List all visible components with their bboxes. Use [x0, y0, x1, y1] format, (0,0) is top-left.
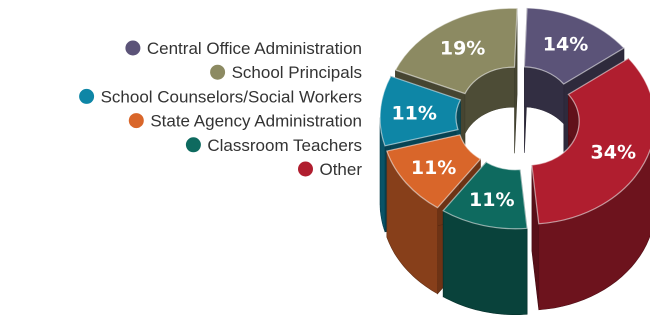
legend-swatch	[298, 161, 313, 177]
slice-other	[531, 57, 650, 225]
legend-swatch	[128, 113, 144, 129]
slice-central-office-administration	[523, 7, 625, 85]
slice-classroom-teachers	[442, 161, 528, 230]
slice-school-counselors-social-workers	[379, 75, 462, 147]
legend-item-school-principals: School Principals	[210, 63, 362, 82]
legend-item-classroom-teachers: Classroom Teachers	[185, 136, 362, 155]
slice-labels: 14% 34% 11% 11% 11% 19%	[391, 34, 636, 211]
legend-item-central-office-administration: Central Office Administration	[125, 39, 362, 58]
legend-swatch	[185, 137, 201, 153]
slice-label-central-office-administration: 14%	[543, 34, 588, 56]
legend: Central Office Administration School Prin…	[79, 39, 362, 179]
legend-label: Central Office Administration	[147, 39, 362, 58]
donut-top-layer	[379, 7, 650, 230]
slice-state-agency-administration	[386, 134, 482, 209]
slice-label-school-principals: 19%	[440, 37, 485, 59]
legend-item-school-counselors-social-workers: School Counselors/Social Workers	[79, 87, 362, 106]
slice-label-school-counselors-social-workers: 11%	[391, 103, 436, 125]
legend-item-state-agency-administration: State Agency Administration	[128, 112, 362, 131]
slice-label-classroom-teachers: 11%	[469, 189, 514, 211]
legend-item-other: Other	[298, 160, 362, 179]
legend-label: School Counselors/Social Workers	[101, 87, 362, 106]
legend-swatch	[125, 40, 141, 56]
legend-label: Other	[319, 160, 362, 179]
slice-school-principals	[394, 7, 518, 95]
legend-label: School Principals	[232, 63, 362, 82]
legend-label: State Agency Administration	[150, 112, 362, 131]
legend-swatch	[79, 88, 95, 104]
slice-label-state-agency-administration: 11%	[411, 157, 456, 179]
legend-swatch	[210, 64, 226, 80]
slice-label-other: 34%	[591, 141, 636, 163]
legend-label: Classroom Teachers	[207, 136, 362, 155]
